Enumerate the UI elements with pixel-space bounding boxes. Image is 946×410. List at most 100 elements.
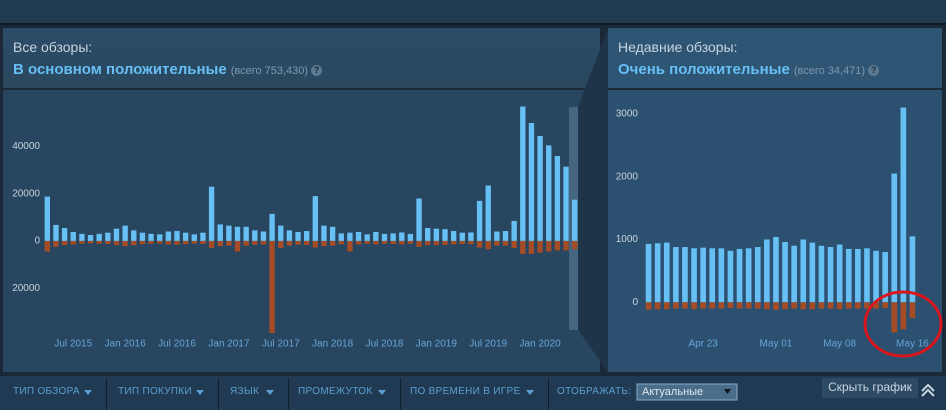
- bar: [157, 240, 163, 244]
- bar: [355, 240, 362, 245]
- bar: [691, 248, 697, 303]
- bar: [442, 240, 448, 245]
- bar: [234, 240, 241, 252]
- bar: [286, 230, 293, 241]
- x-tick-label: May 16: [896, 339, 929, 350]
- divider: [548, 378, 549, 410]
- bar: [226, 240, 232, 246]
- bar: [654, 302, 661, 310]
- bar: [260, 231, 267, 241]
- bar: [87, 235, 94, 241]
- y-tick-label: 3000: [616, 109, 639, 120]
- x-tick-label: Jan 2020: [520, 339, 562, 350]
- bar: [800, 239, 807, 303]
- bar: [554, 156, 561, 241]
- bar: [836, 302, 843, 310]
- bar: [44, 240, 51, 252]
- display-select[interactable]: [636, 383, 738, 401]
- bar: [873, 302, 879, 309]
- bar: [191, 240, 197, 244]
- bar: [347, 240, 353, 252]
- divider: [400, 378, 401, 410]
- bar: [338, 240, 344, 245]
- bar: [148, 240, 154, 244]
- bar: [208, 186, 215, 241]
- help-icon[interactable]: ?: [868, 65, 880, 76]
- bar: [200, 240, 206, 245]
- bar: [468, 232, 474, 241]
- bar: [736, 302, 743, 309]
- bar: [563, 240, 569, 251]
- bar: [459, 232, 465, 241]
- bar: [390, 240, 396, 245]
- help-icon[interactable]: ?: [311, 65, 323, 76]
- bar: [113, 240, 120, 246]
- bar: [390, 233, 396, 241]
- arrow: [84, 390, 92, 395]
- bar: [891, 302, 898, 333]
- left-chart-bg: [3, 90, 600, 372]
- bar: [468, 240, 474, 245]
- filter[interactable]: ПО ВРЕМЕНИ В ИГРЕ: [410, 386, 521, 397]
- divider: [218, 378, 219, 410]
- y-tick-label: 40000: [12, 141, 40, 152]
- bar: [399, 240, 405, 245]
- bar: [718, 302, 725, 309]
- bar: [96, 240, 102, 244]
- y-tick-label: 1000: [616, 234, 639, 245]
- bar: [165, 240, 172, 245]
- filter[interactable]: ЯЗЫК: [230, 386, 260, 397]
- y-tick-label: 0: [34, 236, 40, 247]
- bar: [364, 234, 370, 241]
- bar: [691, 302, 697, 310]
- bar: [347, 232, 353, 241]
- filter[interactable]: ТИП ПОКУПКИ: [118, 386, 193, 397]
- bar: [329, 240, 336, 246]
- bar: [485, 185, 491, 241]
- bar: [754, 302, 761, 309]
- bar: [234, 226, 241, 241]
- bar: [855, 248, 861, 303]
- bar: [709, 248, 716, 303]
- bar: [845, 302, 852, 309]
- bar: [269, 240, 275, 333]
- y-tick-label: 2000: [616, 171, 639, 182]
- x-tick-label: May 01: [760, 339, 793, 350]
- bar: [217, 240, 223, 247]
- bar: [303, 240, 310, 245]
- hide-graph-button[interactable]: [822, 378, 918, 398]
- bar: [800, 302, 807, 310]
- bar: [191, 234, 197, 241]
- bar: [105, 232, 111, 241]
- bar: [682, 247, 688, 303]
- filter[interactable]: ТИП ОБЗОРА: [13, 386, 80, 397]
- arrow: [196, 390, 204, 395]
- bar: [673, 247, 679, 303]
- bar: [252, 240, 258, 245]
- divider: [288, 378, 289, 410]
- bar: [571, 240, 578, 250]
- bar: [450, 240, 457, 245]
- bar: [260, 240, 267, 245]
- bar: [459, 240, 465, 245]
- bar: [745, 302, 752, 309]
- bar: [818, 245, 825, 303]
- x-tick-label: May 08: [823, 339, 856, 350]
- bar: [791, 302, 797, 309]
- bar: [663, 242, 670, 303]
- bar: [673, 302, 679, 309]
- bar: [571, 199, 578, 241]
- bar: [433, 228, 440, 241]
- bar: [226, 225, 232, 241]
- filter[interactable]: ПРОМЕЖУТОК: [298, 386, 373, 397]
- bar: [764, 239, 770, 303]
- bar: [87, 240, 94, 244]
- bar: [312, 196, 319, 241]
- right-header-bg: [608, 28, 942, 88]
- bar: [122, 225, 128, 241]
- bar: [520, 106, 526, 241]
- bar: [520, 240, 526, 254]
- bar: [836, 244, 843, 303]
- red-circle-annotation: [863, 290, 943, 358]
